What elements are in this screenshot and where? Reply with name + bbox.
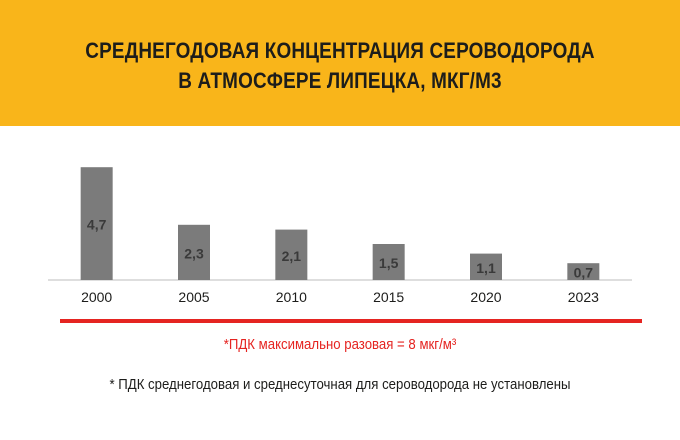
x-tick-label-2015: 2015 — [373, 289, 404, 305]
x-tick-label-2023: 2023 — [568, 289, 599, 305]
title-banner — [0, 0, 680, 126]
x-tick-label-2000: 2000 — [81, 289, 112, 305]
pdk-max-note: *ПДК максимально разовая = 8 мкг/м³ — [223, 336, 457, 353]
value-label-2020: 1,1 — [476, 260, 496, 276]
x-tick-label-2005: 2005 — [178, 289, 209, 305]
bar-2015 — [372, 244, 405, 280]
x-tick-label-2010: 2010 — [276, 289, 307, 305]
chart-title-line-2: В АТМОСФЕРЕ ЛИПЕЦКА, МКГ/М3 — [178, 68, 502, 93]
value-label-2023: 0,7 — [574, 265, 594, 281]
bar-2020 — [470, 253, 502, 280]
value-label-2015: 1,5 — [379, 255, 399, 271]
bar-2005 — [178, 224, 210, 280]
value-label-2010: 2,1 — [282, 248, 302, 264]
x-tick-label-2020: 2020 — [470, 289, 501, 305]
bar-2000 — [80, 167, 113, 280]
pdk-footnote: * ПДК среднегодовая и среднесуточная для… — [109, 376, 571, 393]
bar-2023 — [567, 263, 600, 280]
bar-chart: 4,7 2000 2,3 2005 2,1 2010 1,5 2015 1,1 2020 0,7 20… — [48, 167, 632, 305]
bar-2010 — [275, 229, 308, 280]
value-label-2005: 2,3 — [184, 245, 204, 261]
accent-red-line — [60, 319, 642, 323]
value-label-2000: 4,7 — [87, 217, 107, 233]
chart-title-line-1: СРЕДНЕГОДОВАЯ КОНЦЕНТРАЦИЯ СЕРОВОДОРОДА — [85, 38, 595, 63]
